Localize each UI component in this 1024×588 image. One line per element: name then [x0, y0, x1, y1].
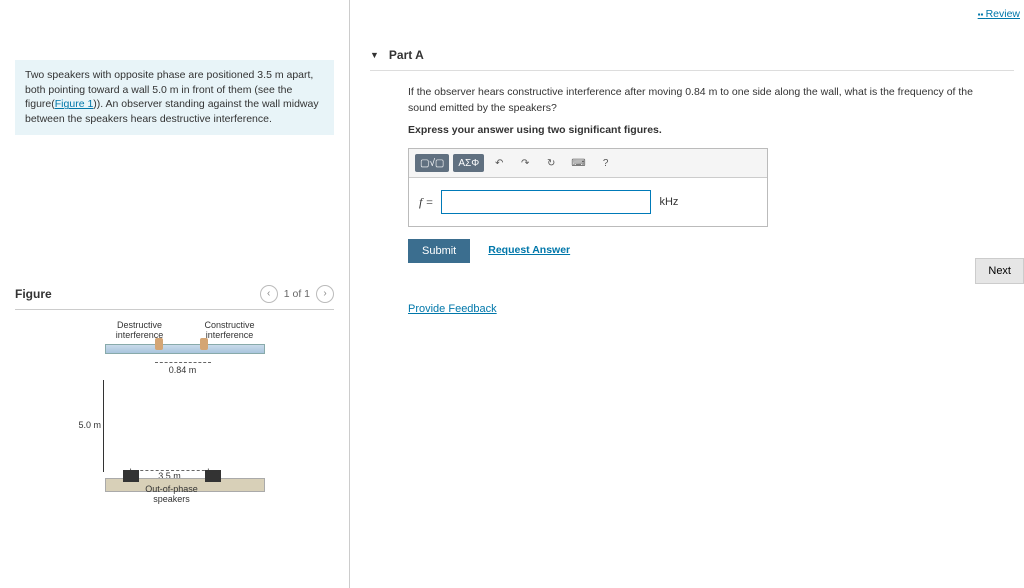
distance-084: 0.84 m	[155, 362, 211, 375]
equation-toolbar: ▢√▢ ΑΣΦ ↶ ↷ ↻ ⌨ ?	[409, 149, 767, 178]
figure-title: Figure	[15, 287, 52, 301]
collapse-icon[interactable]: ▼	[370, 50, 379, 60]
question-text: If the observer hears constructive inter…	[408, 85, 990, 117]
figure-panel: Figure ‹ 1 of 1 › Destructive interferen…	[15, 285, 334, 510]
figure-counter: 1 of 1	[284, 288, 310, 300]
observer-1-icon	[155, 338, 163, 350]
provide-feedback-link[interactable]: Provide Feedback	[408, 303, 497, 315]
figure-link[interactable]: Figure 1	[55, 98, 94, 110]
distance-50-line	[103, 380, 104, 472]
figure-next-button[interactable]: ›	[316, 285, 334, 303]
speakers-label: Out-of-phase speakers	[137, 484, 207, 504]
undo-button[interactable]: ↶	[488, 154, 510, 172]
physics-diagram: Destructive interference Constructive in…	[75, 320, 275, 500]
constructive-label: Constructive interference	[195, 320, 265, 340]
reset-button[interactable]: ↻	[540, 154, 562, 172]
redo-button[interactable]: ↷	[514, 154, 536, 172]
submit-button[interactable]: Submit	[408, 239, 470, 263]
part-title: Part A	[389, 48, 424, 62]
answer-box: ▢√▢ ΑΣΦ ↶ ↷ ↻ ⌨ ? f = kHz	[408, 148, 768, 227]
instruction-text: Express your answer using two significan…	[408, 123, 990, 139]
figure-prev-button[interactable]: ‹	[260, 285, 278, 303]
request-answer-link[interactable]: Request Answer	[488, 243, 570, 259]
wall-icon	[105, 344, 265, 354]
distance-50-label: 5.0 m	[79, 420, 102, 430]
problem-statement: Two speakers with opposite phase are pos…	[15, 60, 334, 135]
speaker-left-icon	[123, 470, 139, 482]
destructive-label: Destructive interference	[105, 320, 175, 340]
speaker-right-icon	[205, 470, 221, 482]
next-button[interactable]: Next	[975, 258, 1024, 284]
review-link[interactable]: Review	[978, 8, 1020, 20]
keyboard-button[interactable]: ⌨	[566, 154, 590, 172]
variable-label: f =	[419, 193, 433, 211]
symbols-button[interactable]: ΑΣΦ	[453, 154, 484, 172]
answer-input[interactable]	[441, 190, 651, 214]
units-label: kHz	[659, 194, 678, 211]
templates-button[interactable]: ▢√▢	[415, 154, 449, 172]
help-button[interactable]: ?	[595, 154, 617, 172]
observer-2-icon	[200, 338, 208, 350]
